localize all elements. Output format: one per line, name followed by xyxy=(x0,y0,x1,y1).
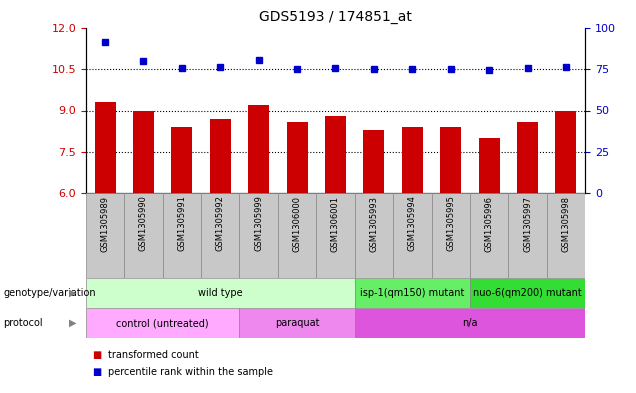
Bar xyxy=(402,127,423,193)
Bar xyxy=(201,193,240,278)
Text: GSM1306000: GSM1306000 xyxy=(293,196,301,252)
Bar xyxy=(171,127,193,193)
Text: genotype/variation: genotype/variation xyxy=(3,288,96,298)
Bar xyxy=(470,278,585,308)
Bar xyxy=(248,105,269,193)
Bar xyxy=(470,193,508,278)
Bar xyxy=(547,193,585,278)
Text: GSM1305996: GSM1305996 xyxy=(485,196,494,252)
Bar xyxy=(355,193,393,278)
Text: GSM1305990: GSM1305990 xyxy=(139,196,148,252)
Bar xyxy=(363,130,384,193)
Bar xyxy=(555,110,576,193)
Text: GSM1305991: GSM1305991 xyxy=(177,196,186,252)
Text: wild type: wild type xyxy=(198,288,242,298)
Text: ▶: ▶ xyxy=(69,288,76,298)
Text: GSM1306001: GSM1306001 xyxy=(331,196,340,252)
Title: GDS5193 / 174851_at: GDS5193 / 174851_at xyxy=(259,10,412,24)
Text: percentile rank within the sample: percentile rank within the sample xyxy=(108,367,273,377)
Bar xyxy=(86,193,124,278)
Text: GSM1305998: GSM1305998 xyxy=(562,196,570,252)
Text: GSM1305992: GSM1305992 xyxy=(216,196,225,252)
Text: GSM1305989: GSM1305989 xyxy=(100,196,109,252)
Bar xyxy=(95,102,116,193)
Text: isp-1(qm150) mutant: isp-1(qm150) mutant xyxy=(360,288,464,298)
Text: GSM1305995: GSM1305995 xyxy=(446,196,455,252)
Bar xyxy=(431,193,470,278)
Text: nuo-6(qm200) mutant: nuo-6(qm200) mutant xyxy=(473,288,582,298)
Bar xyxy=(240,308,355,338)
Text: GSM1305994: GSM1305994 xyxy=(408,196,417,252)
Bar xyxy=(508,193,547,278)
Bar xyxy=(316,193,355,278)
Bar xyxy=(240,193,278,278)
Bar xyxy=(287,121,308,193)
Text: control (untreated): control (untreated) xyxy=(116,318,209,328)
Text: ■: ■ xyxy=(92,367,102,377)
Text: ■: ■ xyxy=(92,350,102,360)
Text: GSM1305993: GSM1305993 xyxy=(370,196,378,252)
Bar xyxy=(278,193,316,278)
Bar xyxy=(124,193,163,278)
Bar xyxy=(355,308,585,338)
Text: n/a: n/a xyxy=(462,318,478,328)
Bar xyxy=(86,308,240,338)
Text: GSM1305997: GSM1305997 xyxy=(523,196,532,252)
Bar xyxy=(133,110,154,193)
Text: protocol: protocol xyxy=(3,318,43,328)
Bar xyxy=(210,119,231,193)
Bar xyxy=(440,127,461,193)
Text: transformed count: transformed count xyxy=(108,350,199,360)
Bar xyxy=(325,116,346,193)
Text: ▶: ▶ xyxy=(69,318,76,328)
Text: paraquat: paraquat xyxy=(275,318,319,328)
Bar xyxy=(517,121,538,193)
Bar xyxy=(393,193,431,278)
Text: GSM1305999: GSM1305999 xyxy=(254,196,263,252)
Bar xyxy=(86,278,355,308)
Bar xyxy=(163,193,201,278)
Bar xyxy=(355,278,470,308)
Bar xyxy=(478,138,500,193)
